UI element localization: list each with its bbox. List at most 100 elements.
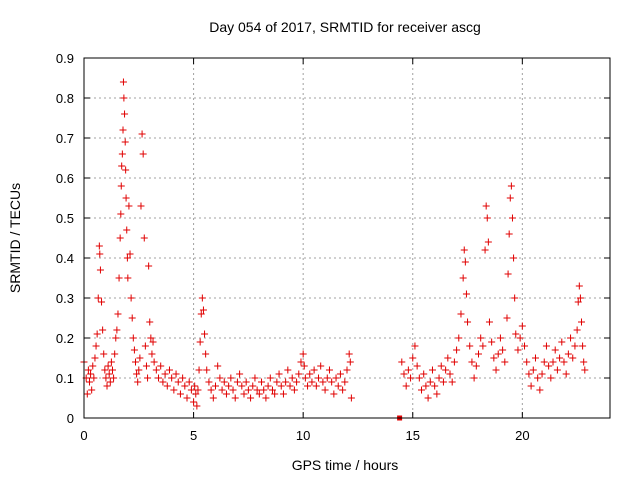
- data-point: [483, 214, 491, 222]
- data-point: [165, 366, 173, 374]
- data-point: [477, 334, 485, 342]
- data-point: [139, 150, 147, 158]
- data-point: [179, 374, 187, 382]
- data-point: [402, 382, 410, 390]
- y-tick-label: 0.6: [56, 171, 74, 186]
- data-point: [96, 250, 104, 258]
- data-point: [147, 334, 155, 342]
- data-point: [540, 358, 548, 366]
- data-point: [579, 342, 587, 350]
- data-point: [150, 358, 158, 366]
- data-point: [266, 374, 274, 382]
- data-point: [580, 358, 588, 366]
- data-point: [504, 270, 512, 278]
- data-point: [481, 246, 489, 254]
- data-point: [218, 386, 226, 394]
- data-point: [505, 230, 513, 238]
- data-point: [142, 362, 150, 370]
- y-tick-label: 0.1: [56, 371, 74, 386]
- data-point: [415, 374, 423, 382]
- data-point: [279, 390, 287, 398]
- data-point: [404, 366, 412, 374]
- data-point: [323, 374, 331, 382]
- data-point: [431, 382, 439, 390]
- data-point: [253, 386, 261, 394]
- data-point: [514, 346, 522, 354]
- data-point: [176, 390, 184, 398]
- chart-title: Day 054 of 2017, SRMTID for receiver asc…: [209, 19, 481, 35]
- data-point: [103, 382, 111, 390]
- data-point: [475, 350, 482, 358]
- data-point: [144, 374, 152, 382]
- data-point: [581, 366, 589, 374]
- y-axis-label: SRMTID / TECUs: [7, 183, 23, 293]
- data-point: [446, 370, 454, 378]
- data-point: [433, 390, 441, 398]
- data-point: [114, 310, 122, 318]
- data-point: [411, 342, 419, 350]
- data-point: [125, 202, 133, 210]
- data-point: [93, 330, 101, 338]
- data-point: [174, 378, 182, 386]
- data-point: [407, 374, 415, 382]
- data-point: [538, 370, 546, 378]
- data-point: [111, 350, 119, 358]
- data-point: [107, 358, 115, 366]
- data-point: [119, 126, 127, 134]
- y-tick-label: 0.7: [56, 131, 74, 146]
- data-point: [205, 378, 213, 386]
- data-point: [496, 334, 504, 342]
- data-point: [255, 390, 263, 398]
- data-point: [105, 370, 113, 378]
- data-point: [472, 362, 480, 370]
- data-point: [145, 262, 153, 270]
- data-point: [242, 378, 250, 386]
- data-point: [113, 326, 121, 334]
- data-point: [119, 78, 127, 86]
- data-point: [277, 382, 285, 390]
- data-point: [95, 242, 103, 250]
- data-point: [518, 322, 526, 330]
- data-point: [83, 390, 91, 398]
- data-point: [271, 390, 279, 398]
- data-point: [286, 382, 294, 390]
- data-point: [133, 370, 141, 378]
- data-point: [149, 338, 157, 346]
- data-point: [511, 294, 519, 302]
- data-point: [470, 374, 478, 382]
- data-point: [136, 354, 144, 362]
- data-point: [203, 366, 211, 374]
- data-point: [202, 350, 210, 358]
- data-point: [231, 394, 239, 402]
- data-point: [258, 378, 266, 386]
- data-point: [575, 282, 583, 290]
- data-point: [118, 162, 126, 170]
- data-point: [556, 354, 564, 362]
- data-point: [301, 374, 309, 382]
- data-point: [148, 350, 156, 358]
- data-point: [527, 382, 535, 390]
- data-point: [106, 378, 114, 386]
- data-point: [199, 306, 207, 314]
- data-point: [506, 194, 514, 202]
- data-point: [288, 374, 296, 382]
- data-point: [494, 350, 502, 358]
- data-point: [98, 298, 106, 306]
- data-point: [140, 234, 148, 242]
- data-point: [345, 350, 353, 358]
- data-point: [168, 374, 176, 382]
- data-point: [460, 246, 468, 254]
- data-point: [347, 394, 355, 402]
- data-point: [330, 390, 338, 398]
- data-point: [319, 378, 327, 386]
- data-point: [567, 334, 575, 342]
- data-point: [273, 378, 281, 386]
- data-point: [134, 378, 142, 386]
- data-point: [100, 350, 108, 358]
- data-point: [190, 398, 198, 406]
- data-point: [536, 386, 544, 394]
- data-point: [264, 382, 272, 390]
- data-point: [91, 354, 99, 362]
- data-point: [110, 374, 118, 382]
